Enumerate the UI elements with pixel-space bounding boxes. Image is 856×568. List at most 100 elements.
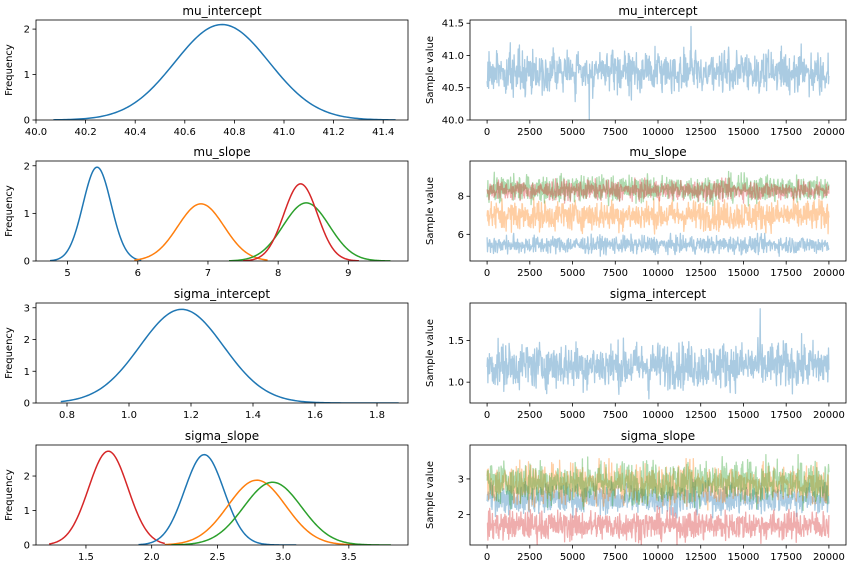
trace-line-1 (486, 478, 830, 519)
y-axis-label: Frequency (4, 185, 15, 237)
x-tick-label: 1.5 (78, 552, 94, 563)
y-tick-label: 0 (24, 257, 30, 268)
x-tick-label: 2500 (517, 410, 542, 421)
plot-area (486, 25, 830, 120)
y-tick-label: 3 (458, 474, 464, 485)
x-tick-label: 2500 (517, 127, 542, 138)
x-tick-label: 10000 (642, 410, 674, 421)
y-tick-label: 3 (24, 303, 30, 314)
x-tick-label: 5000 (560, 552, 585, 563)
x-tick-label: 40.0 (25, 127, 47, 138)
subplot-title: mu_slope (193, 145, 250, 159)
x-tick-label: 7500 (603, 268, 628, 279)
x-tick-label: 41.0 (273, 127, 295, 138)
subplot-4: 0 2500 5000 7500 10000 12500 15000 17500 20000 6 8… (425, 145, 847, 279)
trace-line-4 (486, 505, 830, 545)
subplot-5: 0.8 1.0 1.2 1.4 1.6 1.8 0 1 2 3 sigma_intercept Fre… (4, 287, 409, 421)
x-tick-label: 10000 (642, 552, 674, 563)
plot-area (49, 450, 391, 545)
subplot-1: 40.0 40.2 40.4 40.6 40.8 41.0 41.2 41.4 0 1 2 mu_in… (4, 4, 409, 138)
subplot-title: sigma_intercept (610, 287, 707, 301)
y-tick-label: 0 (24, 116, 30, 127)
x-tick-label: 40.2 (74, 127, 96, 138)
density-line-2 (138, 453, 297, 545)
y-axis-label: Frequency (4, 327, 15, 379)
axes-frame (35, 160, 409, 262)
x-tick-label: 12500 (685, 552, 717, 563)
subplot-6: 0 2500 5000 7500 10000 12500 15000 17500 20000 1.… (425, 287, 847, 421)
density-line-1 (49, 166, 142, 261)
x-tick-label: 9 (345, 268, 351, 279)
x-tick-label: 10000 (642, 127, 674, 138)
y-tick-label: 1 (24, 367, 30, 378)
trace-line-1 (486, 25, 830, 120)
x-tick-label: 12500 (685, 410, 717, 421)
y-tick-label: 2 (24, 25, 30, 36)
x-tick-label: 8 (275, 268, 281, 279)
y-tick-label: 1 (24, 70, 30, 81)
trace-line-2 (486, 196, 830, 235)
y-tick-label: 1.5 (448, 336, 464, 347)
x-tick-label: 6 (135, 268, 141, 279)
y-tick-label: 40.5 (442, 83, 464, 94)
y-tick-label: 1.0 (448, 378, 464, 389)
subplot-8: 0 2500 5000 7500 10000 12500 15000 17500 20000 2 3… (425, 429, 847, 563)
x-tick-label: 3.0 (275, 552, 291, 563)
y-tick-label: 2 (24, 161, 30, 172)
subplot-title: mu_intercept (182, 4, 262, 18)
y-tick-label: 41.5 (442, 19, 464, 30)
x-tick-label: 20000 (813, 410, 845, 421)
trace-line-1 (486, 232, 830, 257)
plot-area (486, 170, 830, 257)
x-tick-label: 5000 (560, 127, 585, 138)
x-tick-label: 15000 (728, 552, 760, 563)
trace-line-4 (486, 177, 830, 204)
density-line-4 (171, 481, 391, 545)
y-tick-label: 2 (24, 472, 30, 483)
subplot-7: 1.5 2.0 2.5 3.0 3.5 0 1 2 sigma_slope Frequency (4, 429, 409, 563)
subplot-title: sigma_slope (621, 429, 695, 443)
x-tick-label: 10000 (642, 268, 674, 279)
density-line-4 (243, 183, 359, 261)
x-tick-label: 5000 (560, 410, 585, 421)
x-tick-label: 2500 (517, 552, 542, 563)
y-tick-label: 41.0 (442, 51, 464, 62)
x-tick-label: 15000 (728, 127, 760, 138)
y-axis-label: Frequency (4, 44, 15, 96)
trace-line-2 (486, 457, 830, 511)
y-tick-label: 0 (24, 541, 30, 552)
x-tick-label: 17500 (770, 552, 802, 563)
y-tick-label: 8 (458, 192, 464, 203)
y-axis-label: Sample value (425, 177, 436, 245)
x-tick-label: 2.0 (144, 552, 160, 563)
y-tick-label: 0 (24, 399, 30, 410)
y-tick-label: 2 (458, 510, 464, 521)
subplot-2: 0 2500 5000 7500 10000 12500 15000 17500 20000 40… (425, 4, 847, 138)
x-tick-label: 15000 (728, 268, 760, 279)
trace-line-3 (486, 170, 830, 207)
x-tick-label: 17500 (770, 268, 802, 279)
x-tick-label: 20000 (813, 552, 845, 563)
subplot-title: sigma_slope (185, 429, 259, 443)
x-tick-label: 41.2 (322, 127, 344, 138)
y-tick-label: 1 (24, 209, 30, 220)
x-tick-label: 0 (484, 552, 490, 563)
trace-line-1 (486, 308, 830, 400)
x-tick-label: 40.4 (124, 127, 146, 138)
x-tick-label: 1.0 (121, 410, 137, 421)
plot-area (49, 166, 391, 261)
x-tick-label: 2500 (517, 268, 542, 279)
y-axis-label: Sample value (425, 36, 436, 104)
x-tick-label: 3.5 (341, 552, 357, 563)
y-tick-label: 2 (24, 335, 30, 346)
y-tick-label: 40.0 (442, 116, 464, 127)
plot-area (60, 308, 399, 403)
x-tick-label: 1.2 (183, 410, 199, 421)
density-line-1 (60, 308, 399, 403)
x-tick-label: 1.6 (307, 410, 323, 421)
axes-frame (35, 444, 409, 546)
axes-frame (35, 302, 409, 404)
x-tick-label: 7500 (603, 127, 628, 138)
density-line-1 (49, 450, 165, 545)
